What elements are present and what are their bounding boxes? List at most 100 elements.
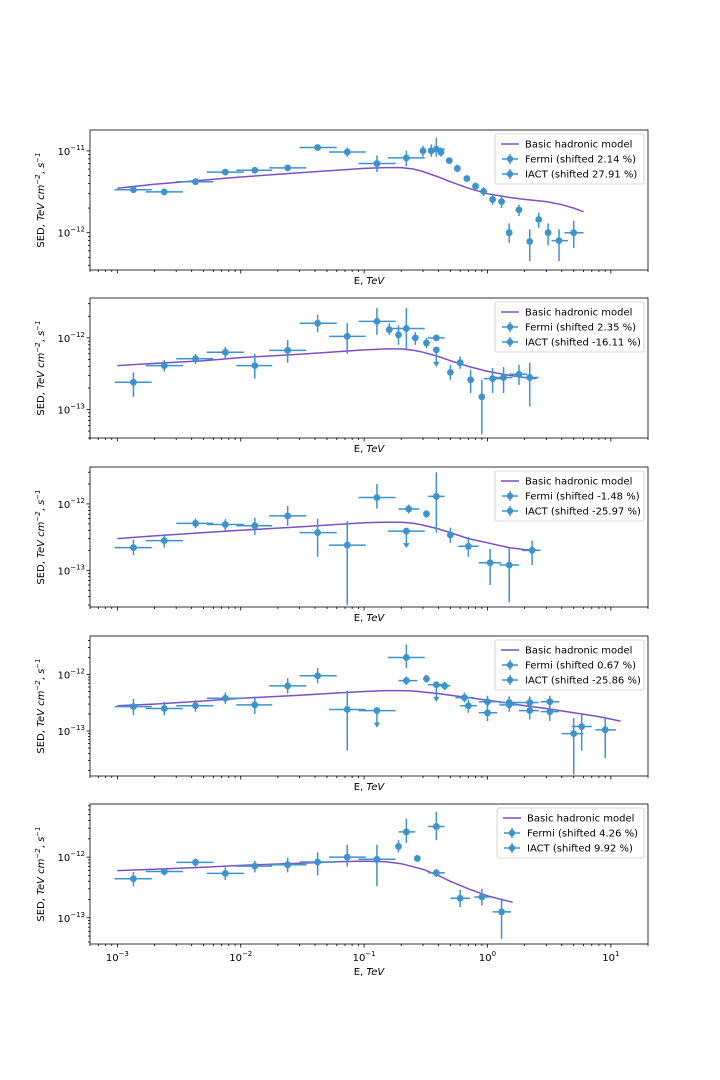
legend-marker-swatch (506, 323, 514, 331)
data-point (299, 668, 337, 684)
data-point (387, 527, 425, 549)
data-marker (515, 206, 523, 214)
legend-entry: IACT (shifted -25.86 %) (525, 676, 641, 687)
data-marker (498, 908, 505, 916)
data-marker (505, 701, 513, 709)
data-marker (314, 144, 322, 151)
data-point (478, 695, 498, 708)
data-marker (535, 216, 543, 223)
data-marker (498, 198, 505, 205)
y-tick-label: 10−12 (57, 850, 85, 864)
data-marker (192, 858, 199, 866)
data-marker (160, 868, 168, 875)
legend-entry: IACT (shifted -25.97 %) (525, 507, 641, 518)
data-point (269, 164, 307, 172)
x-axis-label: E, TeV (354, 276, 386, 287)
legend-marker-swatch (506, 661, 514, 669)
data-point (176, 518, 214, 529)
data-marker (130, 703, 137, 711)
data-marker (461, 694, 468, 702)
y-axis-label: SED, TeV cm−2, s−1 (34, 826, 47, 921)
data-marker (432, 823, 440, 830)
upper-limit-arrow (373, 722, 381, 728)
data-marker (192, 702, 199, 710)
data-point (446, 527, 454, 543)
data-point (358, 308, 396, 335)
data-marker (284, 164, 292, 172)
legend-entry: Fermi (shifted 0.67 %) (525, 661, 636, 672)
data-marker (578, 723, 586, 730)
model-curve (117, 521, 537, 552)
data-point (428, 811, 445, 841)
legend-box (494, 133, 645, 185)
data-marker (555, 237, 563, 245)
data-point (478, 704, 498, 722)
data-point (398, 676, 418, 686)
data-marker (500, 374, 507, 381)
data-point (206, 519, 244, 531)
data-point (114, 539, 152, 556)
data-point (269, 340, 307, 363)
model-curve (117, 348, 537, 380)
y-axis-label: SED, TeV cm−2, s−1 (34, 489, 47, 584)
panel-1: 10−12 10−11 E, TeV SED, TeV cm−2, s−1 Basic … (34, 129, 649, 287)
data-point (450, 889, 470, 908)
data-marker (130, 875, 137, 883)
data-marker (221, 348, 229, 356)
data-point (236, 353, 273, 379)
data-point (387, 644, 425, 669)
x-tick-label: 101 (602, 950, 619, 964)
legend-marker-swatch (506, 492, 514, 500)
data-marker (192, 519, 199, 527)
data-marker (484, 709, 491, 717)
data-point (428, 334, 445, 342)
data-marker (251, 362, 259, 369)
data-point (472, 182, 479, 191)
y-tick-label: 10−13 (57, 563, 85, 577)
data-point (114, 871, 152, 887)
data-marker (464, 542, 472, 550)
x-axis-label: E, TeV (354, 782, 386, 793)
legend-marker-swatch (506, 155, 514, 163)
x-tick-label: 100 (479, 950, 496, 964)
legend: Basic hadronic model Fermi (shifted 0.67 … (494, 639, 645, 691)
data-marker (130, 186, 137, 194)
data-point (478, 379, 486, 435)
data-point (445, 157, 453, 165)
data-marker (160, 188, 168, 196)
legend: Basic hadronic model Fermi (shifted 2.35 … (494, 301, 645, 353)
data-point (299, 314, 337, 333)
data-point (176, 700, 214, 712)
data-point (358, 707, 396, 728)
upper-limit-arrow (433, 696, 440, 702)
data-point (176, 353, 214, 365)
y-tick-label: 10−12 (57, 497, 85, 511)
plot-frame (89, 635, 649, 777)
data-point (358, 483, 396, 509)
legend-marker-swatch (508, 829, 516, 837)
data-marker (373, 317, 381, 325)
data-marker (570, 730, 578, 738)
data-point (456, 356, 464, 369)
x-tick-label: 10−1 (353, 950, 376, 964)
data-marker (373, 160, 381, 167)
data-point (299, 852, 337, 876)
data-point (398, 504, 420, 514)
legend: Basic hadronic model Fermi (shifted 4.26 … (496, 807, 645, 859)
plot-content (114, 308, 539, 435)
data-point (526, 229, 534, 262)
data-marker (284, 861, 292, 869)
model-curve (117, 860, 513, 904)
data-marker (395, 843, 402, 850)
y-axis-label: SED, TeV cm−2, s−1 (34, 658, 47, 753)
data-marker (402, 677, 410, 685)
data-point (521, 362, 539, 407)
data-marker (314, 672, 322, 680)
data-marker (423, 675, 430, 683)
x-axis-label: E, TeV (354, 613, 386, 624)
data-marker (160, 705, 168, 712)
data-point (494, 367, 513, 393)
data-point (358, 155, 396, 173)
data-marker (419, 147, 427, 155)
